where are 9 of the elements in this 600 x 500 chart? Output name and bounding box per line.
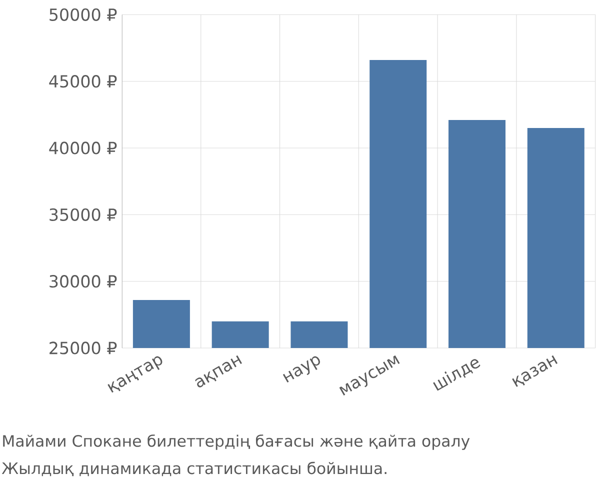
y-tick-label: 40000 ₽ xyxy=(49,142,117,154)
text: Жылдық динамикада статистикасы бойынша. xyxy=(2,462,386,476)
y-tick-label: 35000 ₽ xyxy=(50,208,117,221)
y-tick-label: 30000 ₽ xyxy=(50,275,117,288)
y-tick-label: 45000 ₽ xyxy=(49,75,117,88)
x-tick-label: наур xyxy=(282,356,320,383)
y-tick-label: 50000 ₽ xyxy=(50,8,117,21)
text: Майами Спокане билеттердің бағасы және қайта оралу xyxy=(3,434,470,450)
y-tick-label: 25000 ₽ xyxy=(50,342,117,354)
